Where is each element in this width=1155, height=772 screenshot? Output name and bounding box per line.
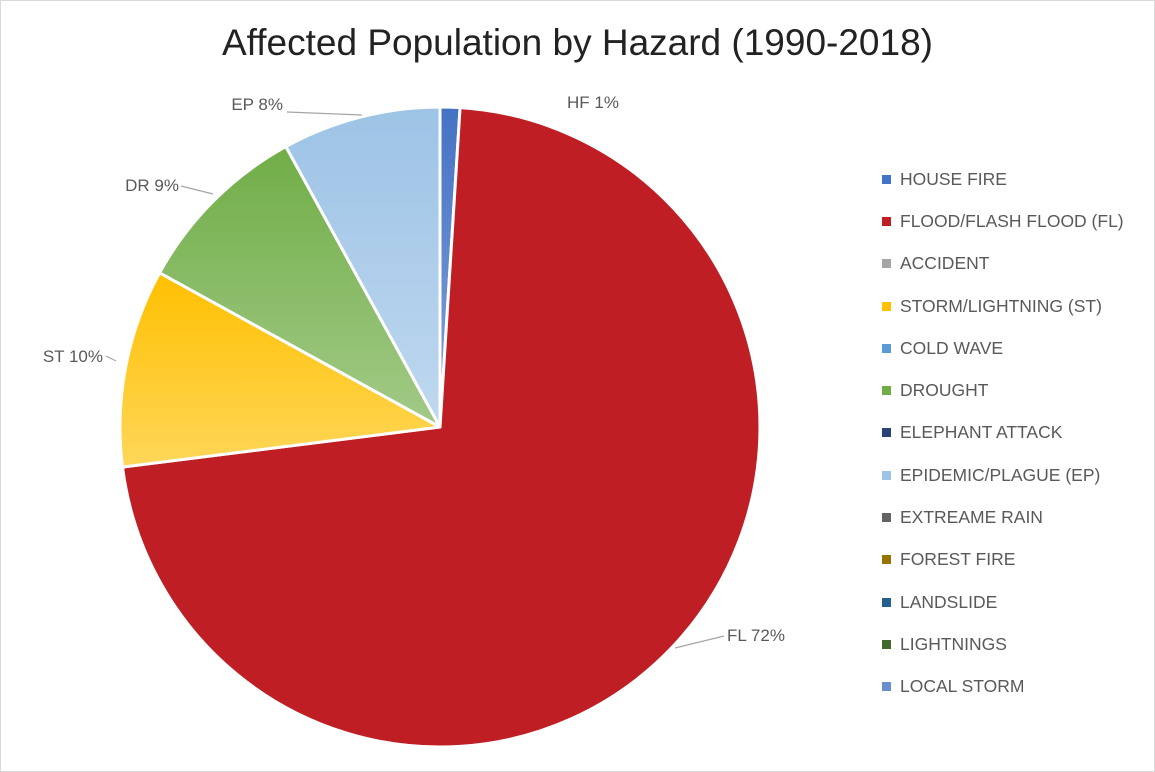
chart-title: Affected Population by Hazard (1990-2018… (221, 22, 933, 63)
legend-swatch (882, 386, 891, 396)
legend-swatch (882, 428, 891, 438)
chart-legend: HOUSE FIRE FLOOD/FLASH FLOOD (FL) ACCIDENT… (882, 158, 1152, 708)
legend-label: STORM/LIGHTNING (ST) (900, 295, 1102, 316)
legend-label: DROUGHT (900, 380, 989, 401)
legend-item-lightnings: LIGHTNINGS (882, 623, 1152, 665)
legend-label: LIGHTNINGS (900, 633, 1007, 654)
legend-item-cold-wave: COLD WAVE (882, 327, 1152, 369)
legend-label: EXTREAME RAIN (900, 507, 1043, 528)
leader-line-storm-lightning-st (105, 355, 117, 362)
leader-line-epidemic-plague-ep (286, 111, 363, 116)
pie-slice-epidemic-plague-ep (284, 105, 442, 429)
legend-item-landslide: LANDSLIDE (882, 581, 1152, 623)
legend-swatch (882, 597, 891, 607)
legend-label: ELEPHANT ATTACK (900, 422, 1063, 443)
legend-swatch (882, 682, 891, 692)
legend-label: FOREST FIRE (900, 549, 1016, 570)
slice-labels: HF 1% FL 72% ST 10% DR 9% EP 8% (43, 93, 785, 645)
legend-item-epidemic-plague-ep: EPIDEMIC/PLAGUE (EP) (882, 454, 1152, 496)
data-label-drought: DR 9% (125, 176, 179, 195)
legend-item-accident: ACCIDENT (882, 243, 1152, 285)
legend-swatch (882, 174, 891, 184)
pie-slice-drought (158, 145, 442, 429)
legend-swatch (882, 343, 891, 353)
data-label-house-fire: HF 1% (567, 93, 619, 112)
legend-item-extreame-rain: EXTREAME RAIN (882, 496, 1152, 538)
legend-swatch (882, 301, 891, 311)
legend-label: FLOOD/FLASH FLOOD (FL) (900, 210, 1124, 231)
legend-swatch (882, 555, 891, 565)
legend-swatch (882, 470, 891, 480)
legend-label: ACCIDENT (900, 253, 990, 274)
legend-label: LOCAL STORM (900, 676, 1025, 697)
legend-label: LANDSLIDE (900, 591, 998, 612)
legend-swatch (882, 639, 891, 649)
legend-swatch (882, 216, 891, 226)
legend-label: COLD WAVE (900, 337, 1004, 358)
data-label-storm-lightning-st: ST 10% (43, 347, 103, 366)
legend-item-forest-fire: FOREST FIRE (882, 539, 1152, 581)
legend-label: EPIDEMIC/PLAGUE (EP) (900, 464, 1101, 485)
leader-lines (105, 111, 725, 649)
legend-item-elephant-attack: ELEPHANT ATTACK (882, 412, 1152, 454)
data-label-flood-flash-flood-fl: FL 72% (727, 626, 785, 645)
data-label-epidemic-plague-ep: EP 8% (231, 95, 283, 114)
pie-slices (118, 105, 762, 749)
legend-swatch (882, 259, 891, 269)
legend-item-storm-lightning-st: STORM/LIGHTNING (ST) (882, 285, 1152, 327)
legend-item-drought: DROUGHT (882, 369, 1152, 411)
legend-item-local-storm: LOCAL STORM (882, 666, 1152, 708)
leader-line-drought (180, 185, 214, 195)
legend-item-house-fire: HOUSE FIRE (882, 158, 1152, 200)
legend-label: HOUSE FIRE (900, 168, 1007, 189)
leader-line-flood-flash-flood-fl (674, 635, 725, 649)
legend-swatch (882, 513, 891, 523)
pie-slice-storm-lightning-st (118, 271, 442, 469)
legend-item-flood-flash-flood-fl: FLOOD/FLASH FLOOD (FL) (882, 200, 1152, 242)
